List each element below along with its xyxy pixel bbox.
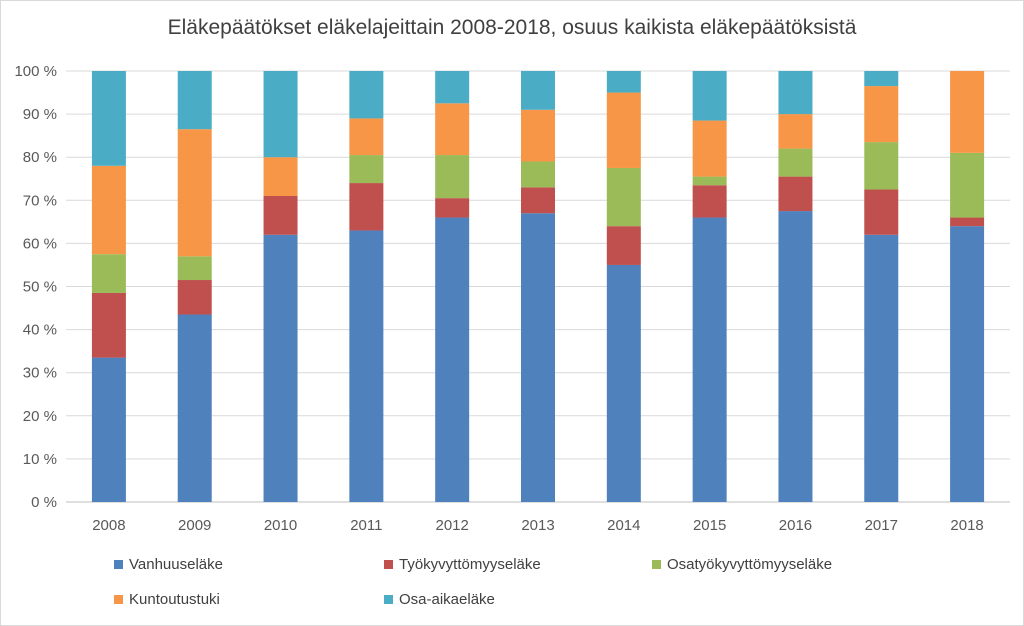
bar-segment <box>950 152 985 218</box>
bar-segment <box>864 71 899 87</box>
bar-segment <box>91 292 126 358</box>
bar-segment <box>349 118 384 156</box>
bar-segment <box>778 211 813 502</box>
bar-segment <box>778 176 813 212</box>
bar-segment <box>864 189 899 235</box>
y-tick-label: 90 % <box>23 106 57 123</box>
x-tick-label: 2013 <box>521 517 554 534</box>
bar-segment <box>606 92 641 168</box>
bar-segment <box>778 71 813 115</box>
bar-segment <box>349 230 384 502</box>
bar-segment <box>349 71 384 119</box>
bar-segment <box>263 71 298 158</box>
y-tick-label: 50 % <box>23 279 57 296</box>
bar-segment <box>521 71 555 110</box>
bar-segment <box>177 129 212 257</box>
y-tick-label: 100 % <box>14 63 57 80</box>
bar-segment <box>606 71 641 93</box>
bar-segment <box>692 120 727 177</box>
bar-segment <box>692 71 727 121</box>
x-tick-label: 2011 <box>350 517 382 534</box>
bar-segment <box>606 167 641 227</box>
bar-segment <box>177 256 212 281</box>
bar-segment <box>521 161 555 188</box>
x-tick-label: 2014 <box>607 517 640 534</box>
y-tick-label: 80 % <box>23 149 57 166</box>
bar-segment <box>692 176 727 186</box>
bar-segment <box>692 217 727 503</box>
chart-title: Eläkepäätökset eläkelajeittain 2008-2018… <box>167 16 857 39</box>
y-tick-label: 70 % <box>23 192 57 209</box>
x-tick-label: 2009 <box>178 517 211 534</box>
bar-segment <box>435 155 470 199</box>
bar-segment <box>950 217 985 227</box>
y-tick-label: 40 % <box>23 322 57 339</box>
x-tick-label: 2010 <box>264 517 297 534</box>
bar-segment <box>606 226 641 265</box>
bar-segment <box>606 264 641 502</box>
bar-segment <box>778 148 813 177</box>
x-tick-label: 2018 <box>950 517 983 534</box>
bar-segment <box>778 114 813 149</box>
bar-segment <box>263 195 298 235</box>
bar-segment <box>177 71 212 130</box>
bar-segment <box>349 155 384 184</box>
bar-segment <box>864 234 899 502</box>
bar-segment <box>177 314 212 502</box>
bar-segment <box>521 213 555 503</box>
y-tick-label: 60 % <box>23 235 57 252</box>
bar-segment <box>521 187 555 214</box>
bar-segment <box>435 103 470 156</box>
bar-segment <box>864 86 899 143</box>
bar-segment <box>950 71 985 153</box>
bar-segment <box>91 165 126 255</box>
bar-segment <box>91 254 126 293</box>
y-tick-label: 10 % <box>23 451 57 468</box>
x-tick-label: 2015 <box>693 517 726 534</box>
bar-segment <box>263 234 298 502</box>
bar-segment <box>91 71 126 166</box>
bar-segment <box>864 142 899 190</box>
x-tick-label: 2016 <box>779 517 812 534</box>
bar-segment <box>435 217 470 503</box>
y-tick-label: 0 % <box>31 494 57 511</box>
x-tick-label: 2012 <box>435 517 468 534</box>
bar-segment <box>349 183 384 231</box>
bar-segment <box>263 157 298 196</box>
bar-segment <box>521 109 555 162</box>
y-tick-label: 20 % <box>23 408 57 425</box>
bar-segment <box>692 185 727 218</box>
bar-segment <box>177 280 212 315</box>
bar-segment <box>435 71 470 104</box>
bar-segment <box>950 226 985 502</box>
x-tick-label: 2017 <box>865 517 898 534</box>
y-tick-label: 30 % <box>23 365 57 382</box>
bar-segment <box>435 198 470 218</box>
x-tick-label: 2008 <box>92 517 125 534</box>
bar-segment <box>91 357 126 502</box>
